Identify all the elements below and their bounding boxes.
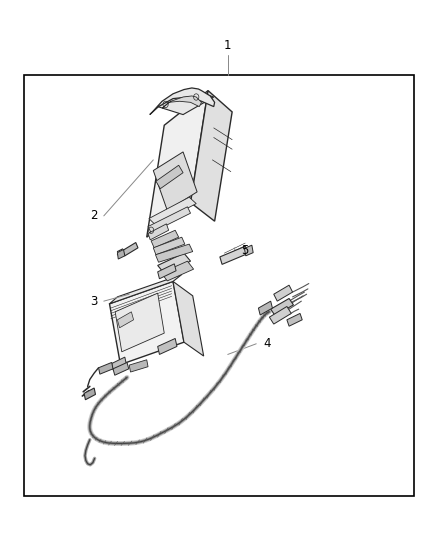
Polygon shape	[117, 249, 125, 259]
Polygon shape	[258, 301, 272, 315]
Text: 5: 5	[242, 244, 249, 257]
Polygon shape	[271, 298, 293, 316]
Polygon shape	[99, 362, 113, 374]
Polygon shape	[287, 313, 302, 326]
Polygon shape	[244, 245, 253, 256]
Text: 3: 3	[91, 295, 98, 308]
Polygon shape	[113, 362, 129, 375]
Polygon shape	[112, 357, 126, 370]
Polygon shape	[123, 243, 138, 256]
Polygon shape	[115, 293, 164, 352]
Polygon shape	[269, 306, 291, 324]
Polygon shape	[129, 360, 148, 372]
Polygon shape	[149, 197, 196, 225]
Polygon shape	[148, 207, 191, 233]
Polygon shape	[161, 261, 194, 281]
Polygon shape	[117, 312, 134, 328]
Polygon shape	[153, 152, 197, 211]
Polygon shape	[191, 91, 232, 221]
Polygon shape	[110, 281, 184, 365]
Polygon shape	[162, 96, 201, 108]
Polygon shape	[155, 244, 193, 262]
Polygon shape	[150, 88, 215, 115]
Polygon shape	[158, 264, 176, 279]
Text: 4: 4	[263, 337, 271, 350]
Polygon shape	[148, 224, 169, 240]
Polygon shape	[147, 91, 208, 237]
Polygon shape	[158, 89, 214, 115]
Polygon shape	[153, 237, 185, 255]
Polygon shape	[158, 338, 177, 354]
Text: 1: 1	[224, 39, 232, 52]
Polygon shape	[84, 388, 95, 400]
Polygon shape	[110, 274, 182, 304]
Text: 2: 2	[90, 209, 98, 222]
Bar	[24, 75, 414, 496]
Polygon shape	[220, 246, 247, 264]
Polygon shape	[156, 165, 183, 189]
Polygon shape	[151, 230, 179, 248]
Polygon shape	[158, 253, 191, 273]
Polygon shape	[274, 285, 293, 301]
Polygon shape	[173, 281, 204, 356]
